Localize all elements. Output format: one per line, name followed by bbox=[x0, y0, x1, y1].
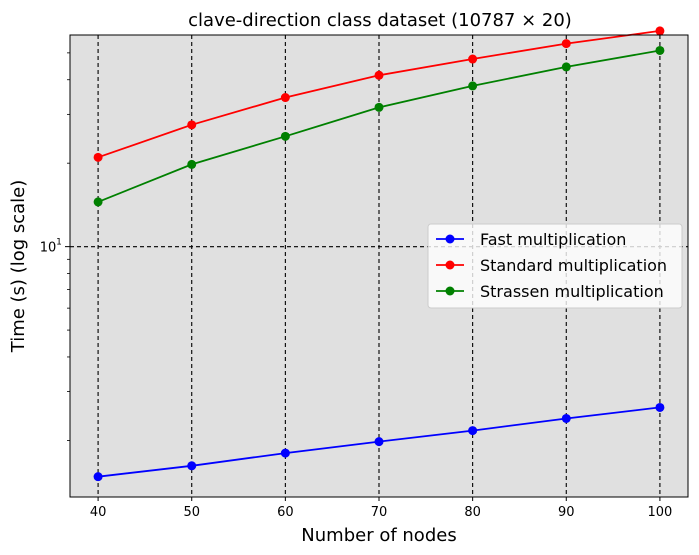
x-tick-label: 80 bbox=[464, 505, 481, 520]
data-point bbox=[374, 102, 384, 112]
y-axis-label: Time (s) (log scale) bbox=[8, 180, 29, 354]
data-point bbox=[93, 197, 103, 207]
data-point bbox=[468, 54, 478, 64]
x-tick-label: 40 bbox=[90, 505, 107, 520]
data-point bbox=[93, 472, 103, 482]
chart-title: clave-direction class dataset (10787 × 2… bbox=[188, 10, 572, 31]
data-point bbox=[468, 426, 478, 436]
series-0 bbox=[93, 402, 665, 482]
legend-marker bbox=[445, 260, 455, 270]
series-layer bbox=[93, 26, 665, 482]
data-point bbox=[280, 93, 290, 103]
y-tick-label-exponent: 1 bbox=[56, 238, 62, 248]
data-point bbox=[187, 120, 197, 130]
data-point bbox=[93, 152, 103, 162]
data-point bbox=[561, 413, 571, 423]
x-tick-label: 90 bbox=[558, 505, 575, 520]
legend-box bbox=[427, 223, 683, 309]
data-point bbox=[655, 26, 665, 36]
data-point bbox=[374, 70, 384, 80]
data-point bbox=[655, 402, 665, 412]
series-2 bbox=[93, 45, 665, 207]
legend-label: Strassen multiplication bbox=[480, 282, 664, 301]
x-axis-label: Number of nodes bbox=[301, 525, 456, 546]
data-point bbox=[280, 448, 290, 458]
legend-label: Fast multiplication bbox=[480, 230, 626, 249]
legend-marker bbox=[445, 234, 455, 244]
data-point bbox=[187, 159, 197, 169]
data-point bbox=[468, 81, 478, 91]
legend-label: Standard multiplication bbox=[480, 256, 667, 275]
x-tick-label: 60 bbox=[277, 505, 294, 520]
data-point bbox=[561, 62, 571, 72]
data-point bbox=[655, 45, 665, 55]
data-point bbox=[561, 39, 571, 49]
x-tick-label: 100 bbox=[647, 505, 672, 520]
legend: Fast multiplication Standard multiplicati… bbox=[427, 223, 683, 309]
series-1 bbox=[93, 26, 665, 162]
y-axis: 10 1 bbox=[40, 52, 70, 441]
x-tick-label: 70 bbox=[371, 505, 388, 520]
data-point bbox=[280, 131, 290, 141]
data-point bbox=[187, 461, 197, 471]
legend-marker bbox=[445, 286, 455, 296]
y-tick-label: 10 bbox=[40, 241, 57, 256]
x-axis: 40 50 60 70 80 90 100 bbox=[90, 497, 672, 520]
data-point bbox=[374, 437, 384, 447]
x-tick-label: 50 bbox=[183, 505, 200, 520]
